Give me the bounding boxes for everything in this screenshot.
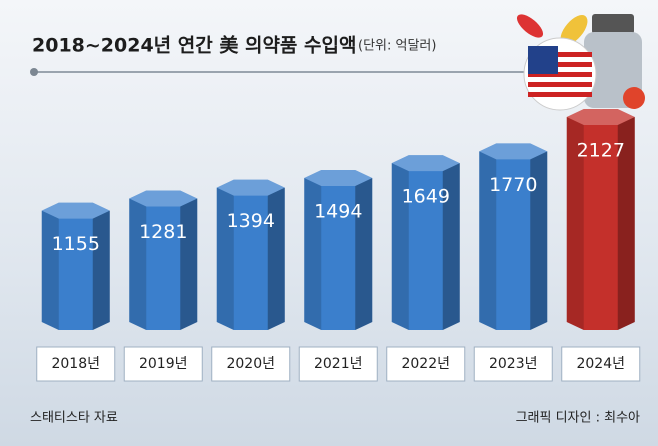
category-box: [298, 346, 378, 382]
category-box: [473, 346, 553, 382]
x-tick-label: 2018년: [51, 356, 100, 372]
bar-top: [129, 190, 198, 207]
flag-stripes: [528, 46, 592, 97]
x-tick-label: 2023년: [489, 356, 538, 372]
bar-top: [41, 202, 110, 219]
category-box: [123, 346, 203, 382]
pill-ball: [623, 87, 645, 109]
bar-top: [216, 179, 285, 196]
bar-face-left: [216, 187, 234, 330]
bar-face-left: [41, 210, 59, 330]
x-tick-label: 2024년: [576, 356, 625, 372]
chart-title: 2018~2024년 연간 美 의약품 수입액: [32, 34, 356, 57]
x-tick-label: 2021년: [314, 356, 363, 372]
bottle: [584, 32, 642, 108]
source: 스태티스타 자료: [30, 411, 118, 426]
bar-top: [304, 170, 373, 187]
bar-top: [566, 109, 635, 125]
credit: 그래픽 디자인 : 최수아: [516, 411, 640, 426]
category-box: [36, 346, 116, 382]
bar-face-left: [304, 178, 322, 330]
x-tick-label: 2019년: [139, 356, 188, 372]
bar: [304, 170, 373, 330]
bar-face-right: [92, 210, 110, 330]
bar-top: [479, 143, 548, 160]
bar-face-right: [617, 117, 635, 330]
rule-dot: [30, 68, 38, 76]
category-box: [211, 346, 291, 382]
bar-face-right: [355, 178, 373, 330]
value-label: 1649: [402, 186, 450, 208]
bar-face-right: [530, 151, 548, 330]
value-label: 1281: [139, 221, 187, 243]
value-label: 1494: [314, 201, 362, 223]
bar-face-right: [442, 163, 460, 330]
value-label: 1770: [489, 174, 537, 196]
category-box: [561, 346, 641, 382]
pill: [516, 14, 544, 38]
value-label: 2127: [577, 140, 625, 162]
bar: [216, 179, 285, 330]
bar: [129, 190, 198, 330]
bar-face-left: [129, 198, 147, 330]
pill: [560, 15, 588, 45]
x-tick-label: 2020년: [226, 356, 275, 372]
bar-face-right: [180, 198, 198, 330]
x-tick-label: 2022년: [401, 356, 450, 372]
chart-subtitle: (단위: 억달러): [358, 39, 436, 54]
bar: [566, 109, 635, 330]
bar-top: [391, 155, 460, 172]
bar-face-left: [391, 163, 409, 330]
bar-face-right: [267, 187, 285, 330]
value-label: 1394: [227, 210, 275, 232]
category-box: [386, 346, 466, 382]
bar: [479, 143, 548, 330]
bar: [391, 155, 460, 330]
value-label: 1155: [52, 233, 100, 255]
bar: [41, 202, 110, 330]
bottle-cap: [592, 14, 634, 34]
bar-face-left: [479, 151, 497, 330]
bar-face-left: [566, 117, 584, 330]
decoration: [516, 14, 645, 111]
